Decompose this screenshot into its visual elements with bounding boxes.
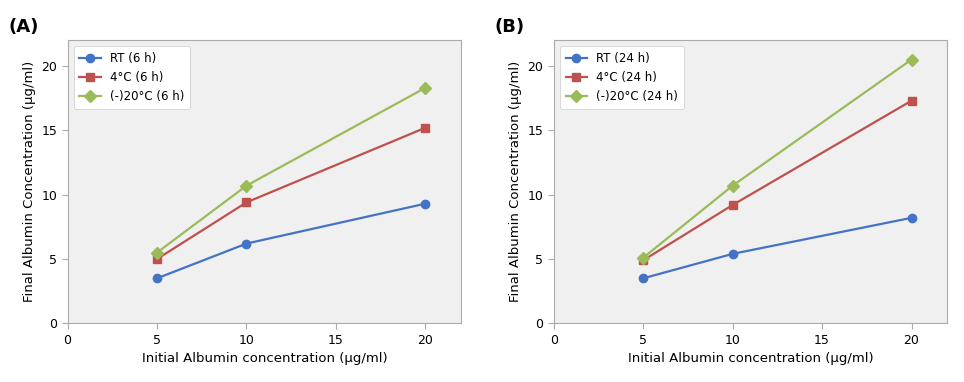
Line: 4°C (6 h): 4°C (6 h) [153,123,430,263]
Legend: RT (6 h), 4°C (6 h), (-)20°C (6 h): RT (6 h), 4°C (6 h), (-)20°C (6 h) [73,46,190,109]
Text: (A): (A) [9,18,39,36]
(-)20°C (6 h) [419,86,431,90]
Y-axis label: Final Albumin Concentration (μg/ml): Final Albumin Concentration (μg/ml) [509,61,522,303]
4°C (6 h) [419,125,431,130]
4°C (24 h) [906,99,918,103]
Legend: RT (24 h), 4°C (24 h), (-)20°C (24 h): RT (24 h), 4°C (24 h), (-)20°C (24 h) [560,46,684,109]
RT (24 h) [906,215,918,220]
RT (24 h) [637,276,649,281]
4°C (24 h) [727,203,738,207]
RT (24 h) [727,252,738,256]
(-)20°C (6 h) [241,183,253,188]
4°C (6 h) [151,257,163,261]
Y-axis label: Final Albumin Concentration (μg/ml): Final Albumin Concentration (μg/ml) [23,61,36,303]
Line: RT (24 h): RT (24 h) [639,214,916,282]
4°C (6 h) [241,200,253,205]
Line: 4°C (24 h): 4°C (24 h) [639,97,916,264]
RT (6 h) [419,201,431,206]
X-axis label: Initial Albumin concentration (μg/ml): Initial Albumin concentration (μg/ml) [628,352,873,365]
(-)20°C (24 h) [637,256,649,260]
Line: (-)20°C (24 h): (-)20°C (24 h) [639,55,916,262]
(-)20°C (24 h) [906,57,918,62]
X-axis label: Initial Albumin concentration (μg/ml): Initial Albumin concentration (μg/ml) [142,352,388,365]
RT (6 h) [151,276,163,281]
RT (6 h) [241,241,253,246]
Line: (-)20°C (6 h): (-)20°C (6 h) [153,84,430,257]
Line: RT (6 h): RT (6 h) [153,199,430,282]
4°C (24 h) [637,258,649,262]
Text: (B): (B) [495,18,524,36]
(-)20°C (6 h) [151,250,163,255]
(-)20°C (24 h) [727,183,738,188]
